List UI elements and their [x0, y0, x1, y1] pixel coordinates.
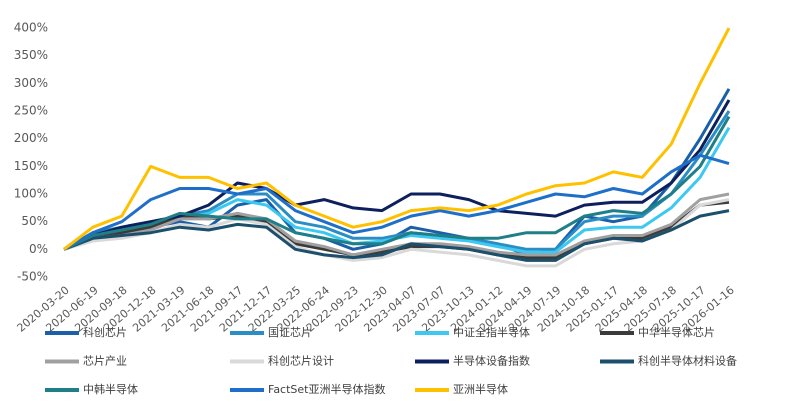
series-line [63, 126, 731, 254]
series-line [63, 153, 730, 251]
series-line [63, 192, 730, 257]
y-tick-label: 50% [21, 214, 48, 228]
legend-label: 科创芯片 [83, 325, 127, 339]
legend-label: 中韩半导体 [83, 382, 138, 396]
legend-label: 中华半导体芯片 [638, 325, 715, 339]
y-tick-label: 100% [14, 187, 48, 201]
y-tick-label: -50% [17, 270, 48, 284]
legend-label: FactSet亚洲半导体指数 [268, 382, 385, 396]
y-tick-label: 350% [14, 48, 48, 62]
legend-label: 科创半导体材料设备 [638, 354, 737, 368]
legend-label: 中证全指半导体 [453, 325, 530, 339]
legend-label: 亚洲半导体 [453, 382, 508, 396]
series-line [63, 99, 731, 251]
y-tick-label: 150% [14, 159, 48, 173]
series-line [63, 209, 730, 262]
legend-label: 科创芯片设计 [268, 354, 334, 368]
legend-label: 半导体设备指数 [453, 354, 530, 368]
legend-label: 芯片产业 [83, 354, 127, 368]
y-tick-label: 0% [29, 242, 48, 256]
series-line [63, 198, 730, 268]
series-line [63, 115, 731, 251]
y-tick-label: 400% [14, 21, 48, 35]
y-tick-label: 300% [14, 76, 48, 90]
legend-label: 国证芯片 [268, 325, 312, 339]
y-tick-label: 200% [14, 131, 48, 145]
y-tick-label: 250% [14, 104, 48, 118]
series-line [63, 27, 731, 251]
